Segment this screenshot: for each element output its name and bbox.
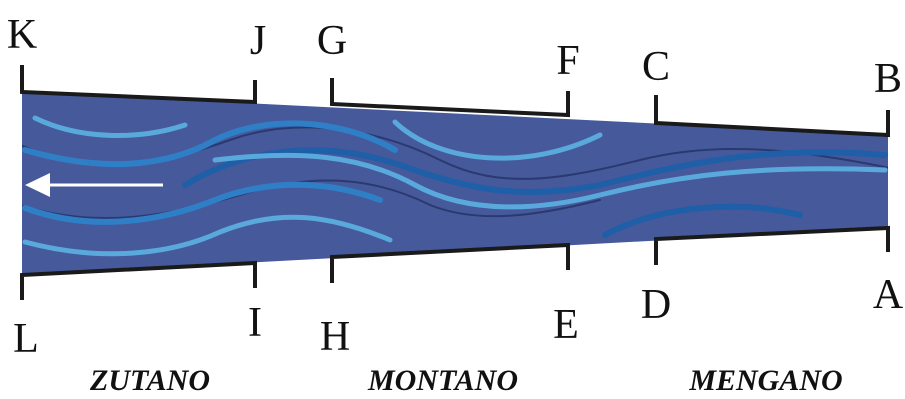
point-label-A: A [873, 272, 904, 318]
point-label-E: E [553, 302, 579, 348]
stream-wave-middle [182, 147, 888, 196]
point-label-G: G [317, 18, 347, 64]
point-label-K: K [7, 12, 37, 58]
point-label-L: L [13, 316, 39, 362]
stream-lines [22, 115, 888, 257]
top-edge-mengano [654, 95, 890, 138]
region-label-montano: MONTANO [367, 364, 518, 397]
stream-wave-lower [22, 181, 383, 225]
top-edge-zutano [20, 65, 257, 105]
stream-wave-bottom [22, 214, 393, 257]
stream-crescent-top-left [32, 115, 188, 138]
bottom-edge-zutano [20, 260, 257, 300]
stream-shadow-2 [22, 179, 601, 220]
point-label-J: J [250, 18, 266, 64]
point-label-B: B [874, 56, 902, 102]
bottom-edge-mengano [654, 225, 890, 265]
stream-wave-lower-middle [212, 152, 888, 210]
region-label-mengano: MENGANO [688, 364, 842, 397]
point-label-C: C [642, 44, 670, 90]
boundary-lines [20, 65, 890, 300]
point-label-H: H [320, 314, 350, 360]
region-label-zutano: ZUTANO [89, 364, 210, 397]
point-label-D: D [641, 282, 671, 328]
top-edge-montano [330, 78, 570, 118]
stream-wave-top [22, 120, 398, 168]
stream-crescent-bottom-right [602, 203, 803, 238]
bottom-edge-montano [330, 242, 570, 283]
point-label-F: F [556, 38, 579, 84]
point-label-I: I [248, 300, 262, 346]
flow-arrow [25, 173, 163, 197]
stream-crescent-top-middle [392, 119, 603, 161]
